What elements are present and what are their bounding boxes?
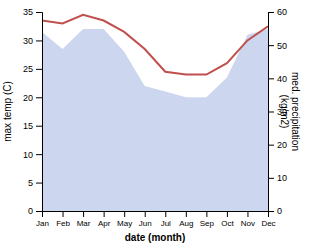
tick: Dec [261, 211, 275, 228]
tick-mark [268, 211, 274, 212]
tick-mark [124, 211, 125, 217]
tick: Sep [200, 211, 215, 228]
tick-mark [36, 40, 42, 41]
tick: Nov [241, 211, 255, 228]
tick: 0 [268, 206, 282, 216]
tick: 20 [268, 140, 287, 150]
tick: 15 [23, 121, 42, 131]
tick-label: 0 [277, 206, 282, 216]
tick: Aug [179, 211, 193, 228]
axis-line [43, 212, 269, 218]
tick-mark [36, 97, 42, 98]
tick: Jun [139, 211, 152, 228]
tick-label: 0 [28, 206, 33, 216]
tick: Apr [98, 211, 111, 228]
tick: 60 [268, 7, 287, 17]
tick-mark [36, 126, 42, 127]
tick-mark [36, 69, 42, 70]
tick-mark [268, 78, 274, 79]
tick-mark [227, 211, 228, 217]
tick: 50 [268, 41, 287, 51]
tick-mark [36, 12, 42, 13]
tick-label: 60 [277, 7, 287, 17]
y2-axis-title: med. precipitation(kg/m2) [279, 72, 302, 151]
tick-mark [36, 183, 42, 184]
tick-label: 25 [23, 64, 33, 74]
tick-label: Jun [139, 219, 152, 228]
y-axis-title: max temp (C) [2, 81, 13, 142]
tick: 0 [28, 206, 42, 216]
tick-mark [83, 211, 84, 217]
tick: 35 [23, 7, 42, 17]
tick-label: May [117, 219, 132, 228]
axis-line [36, 13, 43, 212]
tick-label: Jan [36, 219, 49, 228]
tick-mark [165, 211, 166, 217]
tick-label: 20 [277, 140, 287, 150]
x-axis-title: date (month) [125, 232, 186, 243]
tick-mark [145, 211, 146, 217]
line [42, 15, 268, 75]
tick: 30 [23, 36, 42, 46]
tick-label: 10 [277, 173, 287, 183]
tick: 40 [268, 74, 287, 84]
x-axis: Jan Feb Mar Apr May Jun Jul Aug Sep Oct Nov Dec [36, 211, 276, 228]
y2-axis-title-line: med. precipitation [290, 72, 301, 151]
tick-mark [36, 154, 42, 155]
tick-label: 50 [277, 41, 287, 51]
tick-label: Aug [179, 219, 193, 228]
tick-label: Feb [56, 219, 70, 228]
tick-label: Dec [261, 219, 275, 228]
y2-axis-title-line: (kg/m2) [279, 95, 290, 129]
plot: JanFebMarAprMayJunJulAugSepOctNovDec0510… [23, 7, 287, 227]
tick-mark [206, 211, 207, 217]
tick-label: Mar [77, 219, 91, 228]
marks [42, 15, 268, 211]
tick: 10 [268, 173, 287, 183]
tick: Feb [56, 211, 70, 228]
tick-label: 10 [23, 150, 33, 160]
tick-label: 20 [23, 93, 33, 103]
tick-mark [36, 211, 42, 212]
tick: Mar [77, 211, 91, 228]
tick: Jul [161, 211, 171, 228]
tick-label: Sep [200, 219, 215, 228]
tick-mark [268, 112, 274, 113]
tick-mark [268, 145, 274, 146]
tick-mark [268, 12, 274, 13]
tick: 10 [23, 150, 42, 160]
tick: May [117, 211, 132, 228]
tick-label: 40 [277, 74, 287, 84]
axis-line [269, 13, 275, 212]
tick-label: Apr [98, 219, 111, 228]
tick-mark [247, 211, 248, 217]
tick-label: 35 [23, 7, 33, 17]
tick-label: 30 [23, 36, 33, 46]
tick: Oct [221, 211, 234, 228]
tick-label: 15 [23, 121, 33, 131]
tick-mark [104, 211, 105, 217]
tick: 5 [28, 178, 42, 188]
tick-label: Nov [241, 219, 255, 228]
tick: Jan [36, 211, 49, 228]
tick-mark [268, 45, 274, 46]
tick-label: 5 [28, 178, 33, 188]
tick: 20 [23, 93, 42, 103]
tick-mark [268, 178, 274, 179]
chart: JanFebMarAprMayJunJulAugSepOctNovDec0510… [0, 0, 318, 247]
y-axis: 0 5 10 15 20 25 30 35 [23, 7, 43, 216]
tick-label: Jul [161, 219, 171, 228]
tick-label: Oct [221, 219, 234, 228]
tick: 25 [23, 64, 42, 74]
tick-mark [186, 211, 187, 217]
tick-mark [63, 211, 64, 217]
